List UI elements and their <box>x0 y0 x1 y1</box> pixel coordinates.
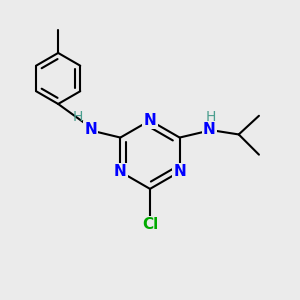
Text: H: H <box>73 110 83 124</box>
Text: N: N <box>144 113 156 128</box>
Text: H: H <box>206 110 216 124</box>
Text: N: N <box>114 164 127 179</box>
Text: Cl: Cl <box>142 217 158 232</box>
Text: N: N <box>203 122 216 137</box>
Text: N: N <box>173 164 186 179</box>
Text: N: N <box>84 122 97 137</box>
